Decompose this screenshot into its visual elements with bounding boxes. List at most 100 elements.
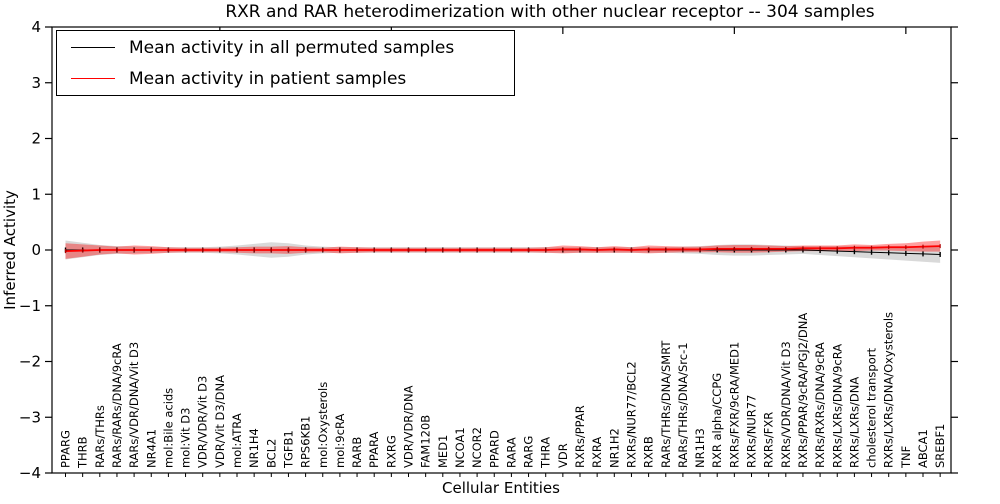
marker-patient: [476, 248, 478, 252]
marker-patient: [888, 245, 890, 250]
marker-patient: [116, 248, 118, 252]
marker-permuted: [819, 248, 821, 254]
marker-patient: [322, 248, 324, 252]
marker-patient: [853, 245, 855, 250]
marker-permuted: [939, 251, 941, 257]
x-tick-label: RXRs/FXR/9cRA/MED1: [727, 342, 741, 468]
marker-patient: [630, 248, 633, 252]
x-tick-label: FAM120B: [419, 415, 433, 468]
x-tick-label: RXRs/RXRs/DNA/9cRA: [813, 342, 827, 468]
marker-patient: [99, 248, 101, 252]
x-tick-label: RARG: [522, 436, 536, 468]
y-tick-label: −1: [19, 297, 41, 315]
x-tick-label: TNF: [899, 446, 913, 469]
legend-item-patient: Mean activity in patient samples: [71, 68, 514, 90]
legend-label-patient: Mean activity in patient samples: [129, 68, 407, 89]
x-tick-label: VDR/Vit D3/DNA: [213, 375, 227, 468]
marker-patient: [939, 244, 941, 249]
x-tick-label: RXRs/PPAR: [573, 405, 587, 468]
marker-patient: [699, 247, 701, 252]
series-lines: [65, 245, 941, 255]
x-tick-label: NR1H3: [693, 428, 707, 468]
marker-patient: [82, 248, 84, 253]
marker-patient: [373, 248, 375, 252]
x-tick-label: SREBF1: [933, 424, 947, 468]
x-tick-label: RARs/RARs/DNA/9cRA: [110, 343, 124, 468]
marker-patient: [716, 246, 718, 251]
x-tick-label: RXRs/NUR77: [745, 395, 759, 468]
x-tick-label: RXRB: [642, 436, 656, 468]
marker-patient: [442, 248, 444, 252]
x-tick-label: RXRs/LXRs/DNA/9cRA: [830, 344, 844, 468]
x-tick-label: RXRs/PPAR/9cRA/PGJ2/DNA: [796, 313, 810, 468]
marker-patient: [665, 247, 667, 252]
marker-patient: [150, 248, 152, 252]
y-tick-label: −2: [19, 353, 41, 371]
marker-patient: [682, 247, 684, 252]
marker-patient: [596, 248, 598, 252]
x-tick-label: RXR alpha/CCPG: [710, 373, 724, 468]
x-tick-label: RXRs/FXR: [762, 412, 776, 468]
y-tick-label: −4: [19, 464, 41, 482]
x-tick-label: RARs/THRs/DNA/Src-1: [676, 342, 690, 468]
marker-patient: [270, 248, 272, 252]
x-tick-label: RARs/THRs/DNA/SMRT: [659, 340, 673, 468]
marker-patient: [425, 248, 427, 252]
x-tick-label: BCL2: [264, 439, 278, 468]
marker-patient: [613, 247, 615, 252]
marker-patient: [407, 248, 410, 252]
x-tick-label: RARs/VDR/DNA/Vit D3: [127, 342, 141, 468]
y-axis-label: Inferred Activity: [1, 190, 19, 310]
marker-permuted: [888, 250, 890, 256]
marker-patient: [648, 247, 650, 252]
confidence-bands: [65, 240, 941, 263]
marker-patient: [167, 248, 169, 252]
x-tick-label: THRB: [76, 436, 90, 469]
marker-patient: [459, 248, 461, 252]
marker-patient: [305, 248, 307, 252]
x-tick-label: RXRG: [384, 435, 398, 468]
x-tick-label: TGFB1: [281, 430, 295, 469]
marker-patient: [922, 244, 924, 249]
series-markers: [64, 244, 941, 257]
marker-patient: [236, 248, 238, 252]
marker-patient: [184, 248, 187, 252]
marker-patient: [493, 248, 495, 252]
x-tick-label: NR1H4: [247, 428, 261, 468]
band-permuted: [65, 240, 941, 263]
marker-patient: [545, 248, 547, 252]
marker-patient: [819, 246, 821, 251]
marker-patient: [750, 246, 753, 251]
marker-patient: [64, 249, 67, 254]
x-tick-label: RXRs/VDR/DNA/Vit D3: [779, 341, 793, 468]
x-tick-label: mol:Bile acids: [161, 388, 175, 468]
x-tick-label: NCOR2: [470, 427, 484, 468]
marker-permuted: [836, 248, 838, 254]
y-tick-label: 3: [31, 74, 41, 92]
legend: Mean activity in all permuted samples Me…: [56, 30, 515, 96]
line-patient: [65, 245, 941, 253]
marker-patient: [219, 248, 221, 252]
x-tick-label: mol:ATRA: [230, 413, 244, 468]
x-tick-label: ABCA1: [916, 429, 930, 468]
x-tick-label: RARA: [504, 437, 518, 468]
x-tick-label: PPARA: [367, 431, 381, 468]
x-tick-label: PPARG: [59, 430, 73, 468]
x-tick-label: RXRs/LXRs/DNA: [847, 377, 861, 468]
marker-patient: [253, 248, 255, 252]
axis-ticks: [45, 26, 958, 477]
marker-patient: [733, 246, 735, 251]
marker-permuted: [905, 250, 907, 256]
marker-patient: [390, 248, 392, 252]
x-tick-label: RXRs/LXRs/DNA/Oxysterols: [882, 312, 896, 468]
x-tick-label: RXRA: [590, 437, 604, 468]
x-tick-label: VDR: [556, 443, 570, 468]
x-tick-label: RARs/THRs: [93, 405, 107, 468]
marker-patient: [802, 246, 804, 251]
x-tick-label: mol:Vit D3: [179, 408, 193, 468]
x-tick-label: MED1: [436, 435, 450, 468]
x-tick-label: NR1H2: [607, 428, 621, 468]
y-tick-label: 1: [31, 185, 41, 203]
